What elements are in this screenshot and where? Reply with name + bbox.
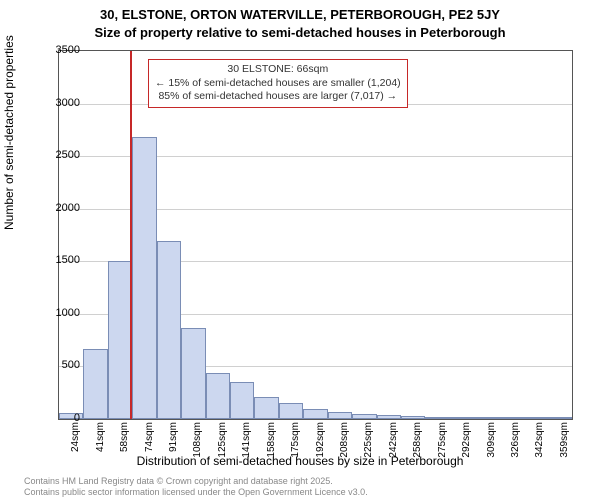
- histogram-bar: [499, 417, 523, 419]
- x-tick-label: 208sqm: [339, 422, 350, 462]
- y-axis-label: Number of semi-detached properties: [2, 35, 16, 230]
- x-tick-label: 74sqm: [144, 422, 155, 462]
- y-tick-label: 500: [45, 359, 80, 371]
- y-tick-label: 3500: [45, 44, 80, 56]
- x-tick-label: 275sqm: [437, 422, 448, 462]
- histogram-bar: [279, 403, 303, 419]
- x-tick-label: 91sqm: [168, 422, 179, 462]
- property-marker-line: [130, 51, 132, 419]
- histogram-bar: [377, 415, 401, 419]
- histogram-bar: [328, 412, 352, 419]
- chart-title: 30, ELSTONE, ORTON WATERVILLE, PETERBORO…: [0, 0, 600, 41]
- x-tick-label: 292sqm: [461, 422, 472, 462]
- title-line-1: 30, ELSTONE, ORTON WATERVILLE, PETERBORO…: [0, 6, 600, 24]
- annotation-line: 30 ELSTONE: 66sqm: [155, 63, 401, 77]
- x-tick-label: 342sqm: [534, 422, 545, 462]
- x-tick-label: 242sqm: [388, 422, 399, 462]
- histogram-bar: [254, 397, 278, 419]
- x-tick-label: 24sqm: [70, 422, 81, 462]
- footer-line-2: Contains public sector information licen…: [24, 487, 368, 498]
- histogram-bar: [206, 373, 230, 419]
- histogram-bar: [303, 409, 327, 420]
- y-tick-label: 2000: [45, 202, 80, 214]
- x-tick-label: 225sqm: [363, 422, 374, 462]
- annotation-line: ← 15% of semi-detached houses are smalle…: [155, 77, 401, 91]
- chart-plot-area: 30 ELSTONE: 66sqm← 15% of semi-detached …: [58, 50, 573, 420]
- footer-line-1: Contains HM Land Registry data © Crown c…: [24, 476, 368, 487]
- annotation-line: 85% of semi-detached houses are larger (…: [155, 90, 401, 104]
- x-tick-label: 108sqm: [192, 422, 203, 462]
- histogram-bar: [425, 417, 449, 419]
- x-tick-label: 326sqm: [510, 422, 521, 462]
- x-tick-label: 58sqm: [119, 422, 130, 462]
- x-tick-label: 192sqm: [315, 422, 326, 462]
- x-tick-label: 309sqm: [486, 422, 497, 462]
- x-tick-label: 258sqm: [412, 422, 423, 462]
- histogram-bar: [132, 137, 156, 419]
- histogram-bar: [181, 328, 205, 419]
- y-tick-label: 1500: [45, 254, 80, 266]
- x-tick-label: 175sqm: [290, 422, 301, 462]
- histogram-bar: [108, 261, 132, 419]
- x-tick-label: 141sqm: [241, 422, 252, 462]
- y-tick-label: 1000: [45, 307, 80, 319]
- histogram-bar: [83, 349, 107, 419]
- histogram-bar: [548, 417, 572, 419]
- histogram-bar: [523, 417, 547, 419]
- title-line-2: Size of property relative to semi-detach…: [0, 24, 600, 42]
- histogram-bar: [230, 382, 254, 419]
- histogram-bar: [474, 417, 498, 419]
- y-tick-label: 2500: [45, 149, 80, 161]
- histogram-bar: [401, 416, 425, 419]
- y-tick-label: 3000: [45, 97, 80, 109]
- annotation-box: 30 ELSTONE: 66sqm← 15% of semi-detached …: [148, 59, 408, 108]
- x-tick-label: 41sqm: [95, 422, 106, 462]
- histogram-bar: [352, 414, 376, 419]
- x-tick-label: 158sqm: [266, 422, 277, 462]
- x-tick-label: 125sqm: [217, 422, 228, 462]
- x-tick-label: 359sqm: [559, 422, 570, 462]
- histogram-bar: [450, 417, 474, 419]
- histogram-bar: [157, 241, 181, 419]
- chart-footer: Contains HM Land Registry data © Crown c…: [24, 476, 368, 499]
